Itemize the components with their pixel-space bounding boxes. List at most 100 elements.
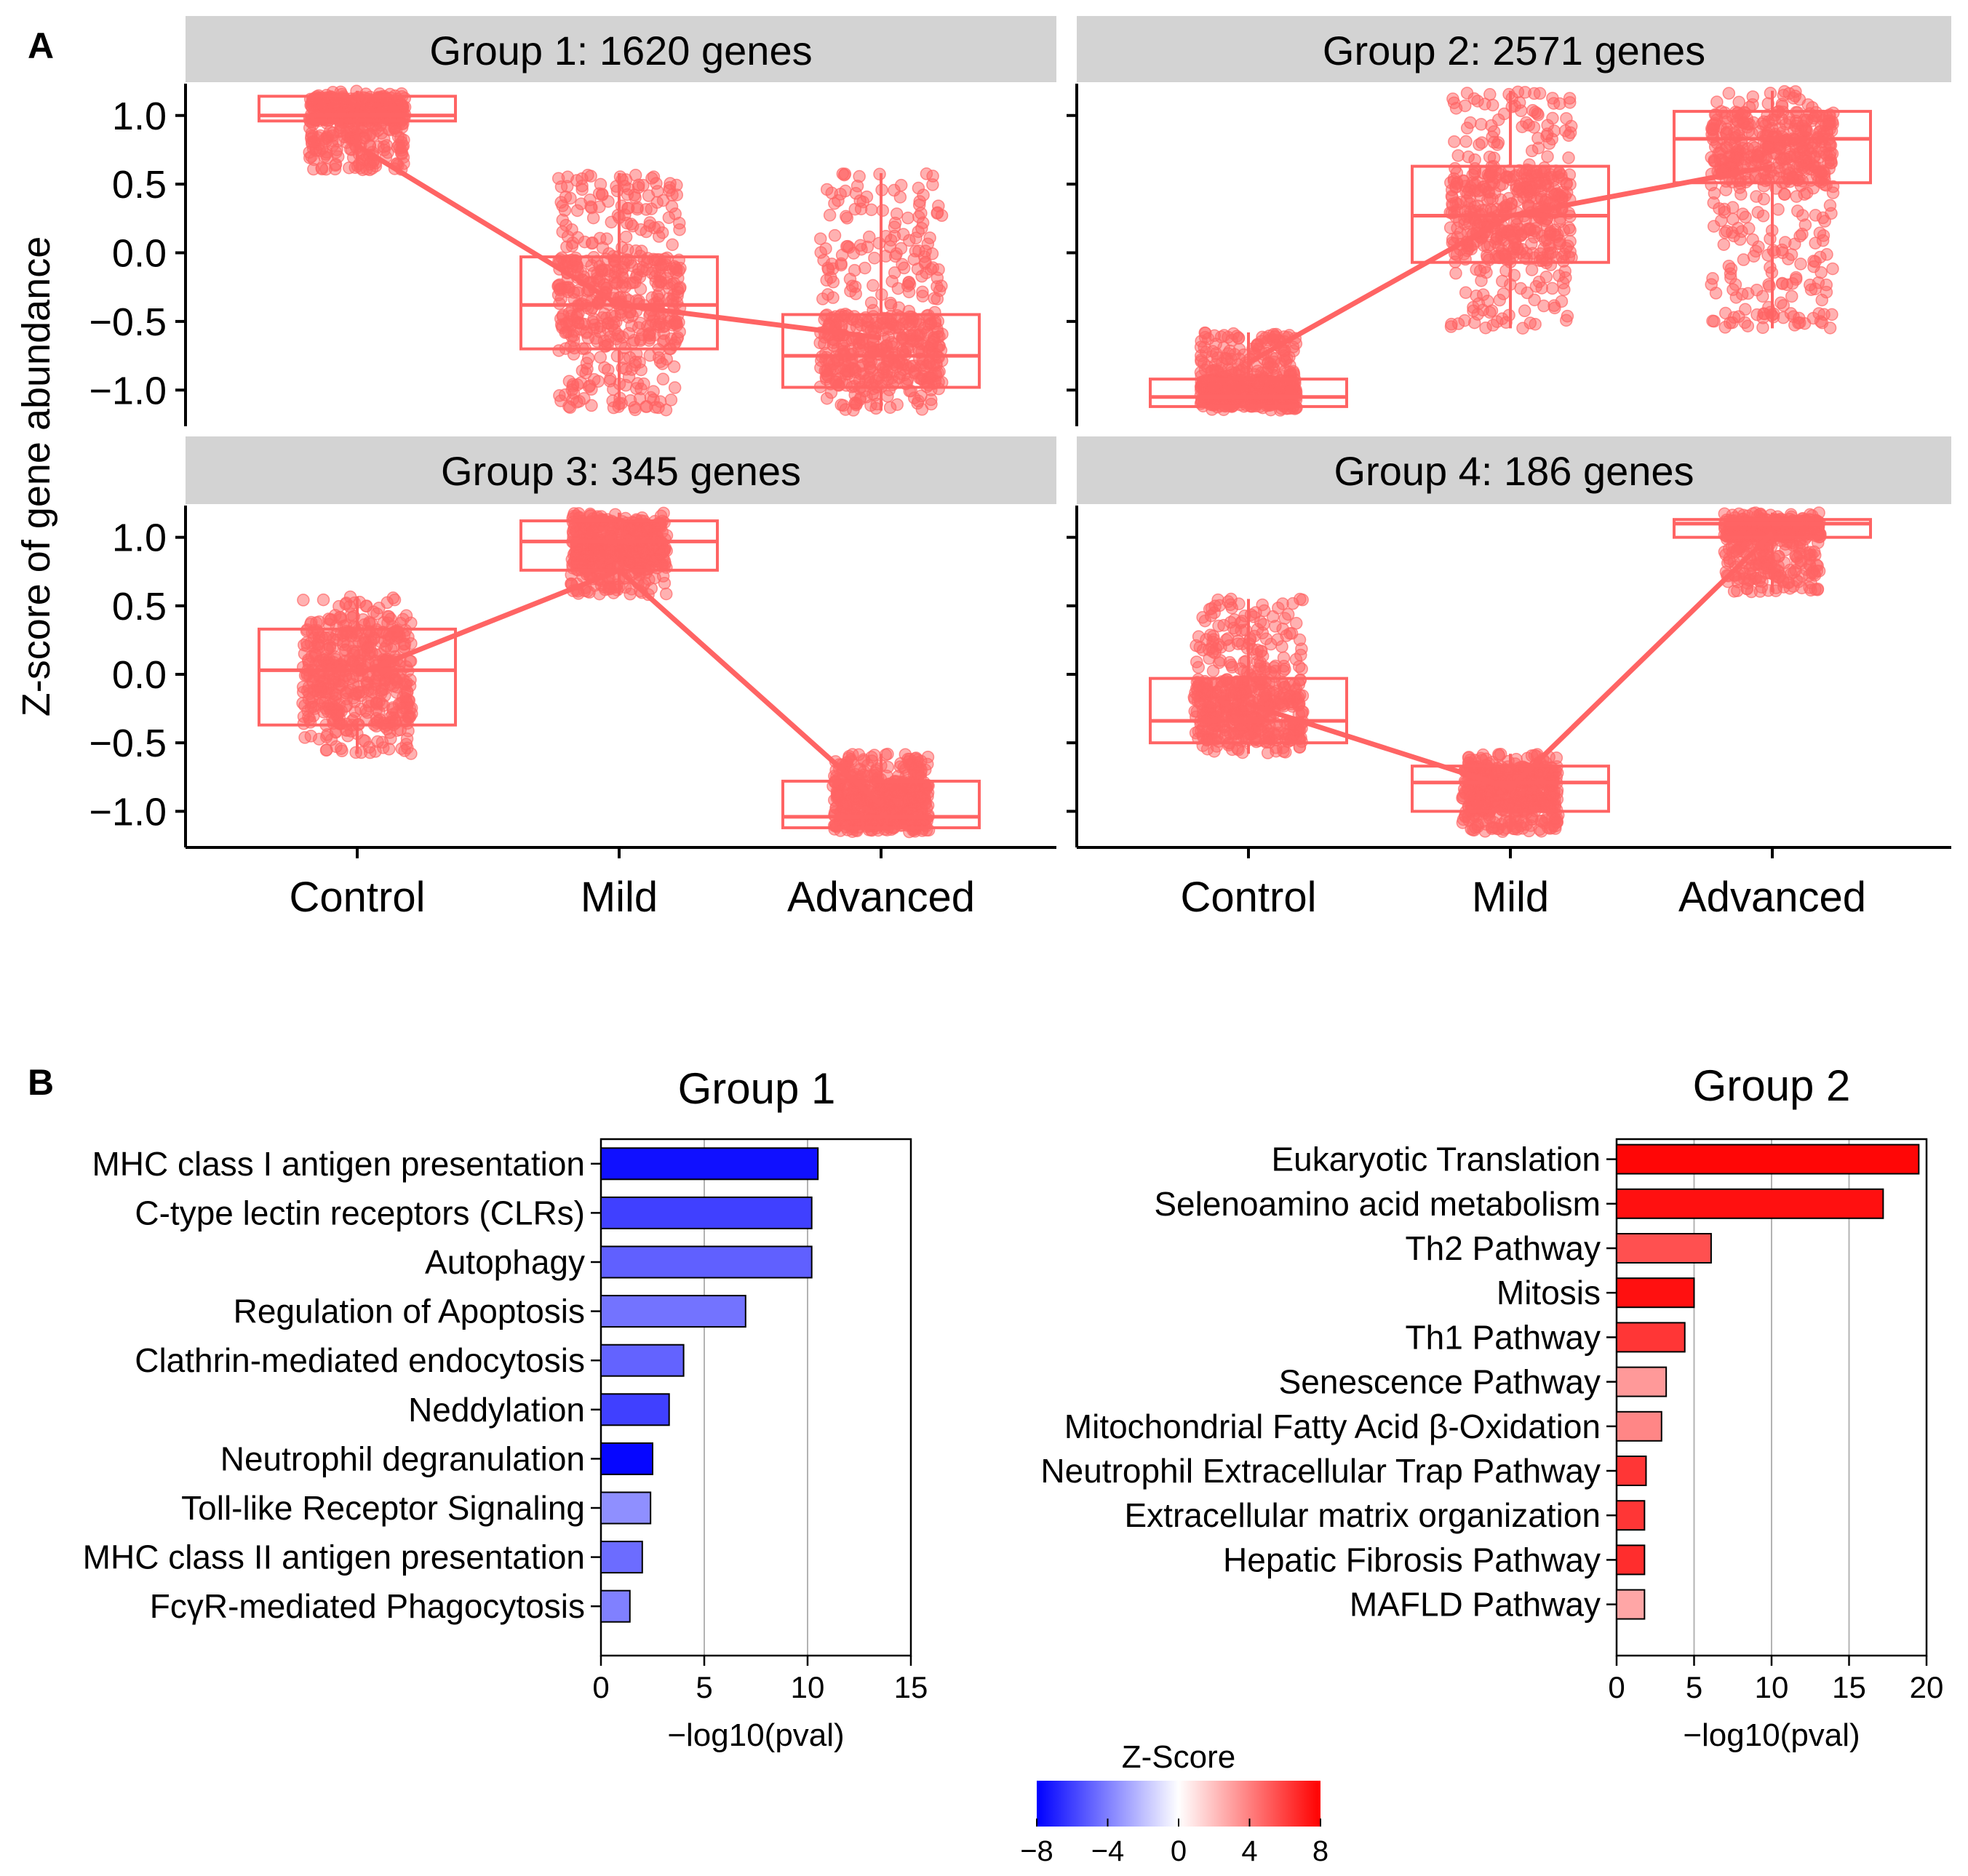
gene-point [875, 780, 888, 794]
gene-point [1823, 199, 1837, 212]
gene-point [607, 383, 620, 396]
gene-point [363, 641, 377, 654]
gene-point [361, 678, 374, 691]
gene-point [305, 696, 318, 709]
gene-point [334, 742, 348, 755]
gene-point [359, 735, 372, 748]
gene-point [401, 717, 414, 730]
gene-point [656, 258, 669, 271]
gene-point [1529, 279, 1543, 293]
gene-point [389, 625, 402, 638]
gene-point [913, 195, 926, 208]
gene-point [891, 398, 904, 411]
gene-point [332, 698, 346, 711]
gene-point [615, 396, 628, 410]
gene-point [315, 162, 329, 176]
gene-point [1726, 212, 1740, 226]
gene-point [1722, 87, 1736, 100]
gene-point [1708, 314, 1721, 328]
gene-point [595, 188, 609, 201]
gene-point [912, 394, 925, 407]
gene-point [1541, 150, 1554, 164]
gene-point [1539, 179, 1553, 192]
gene-point [1809, 209, 1822, 222]
gene-point [1741, 319, 1755, 332]
y-tick-label: −0.5 [89, 722, 167, 765]
gene-point [839, 209, 853, 223]
gene-point [1764, 232, 1777, 246]
gene-point [1707, 220, 1721, 233]
gene-point [586, 211, 600, 225]
gene-point [320, 743, 333, 757]
gene-point [629, 524, 642, 538]
gene-point [834, 188, 847, 201]
gene-point [598, 263, 612, 276]
gene-point [672, 217, 686, 230]
gene-point [1553, 97, 1566, 111]
gene-point [1817, 308, 1830, 322]
gene-point [1510, 218, 1523, 231]
panel-label-b: B [28, 1062, 54, 1103]
gene-point [1244, 608, 1258, 621]
gene-point [1799, 115, 1813, 128]
gene-point [1471, 95, 1484, 108]
gene-point [338, 130, 351, 144]
gene-point [657, 544, 671, 558]
gene-point [1525, 237, 1538, 250]
gene-point [1222, 363, 1235, 376]
gene-point [665, 200, 679, 213]
gene-point [813, 232, 827, 245]
gene-point [1255, 366, 1268, 380]
gene-point [656, 372, 670, 386]
gene-point [1483, 88, 1497, 101]
y-tick-label: 1.0 [112, 95, 167, 138]
gene-point [920, 782, 933, 796]
gene-point [404, 673, 417, 687]
gene-point [300, 624, 314, 638]
faceted-box-plots: Group 1: 1620 genes1.00.50.0−0.5−1.0Grou… [89, 16, 1951, 847]
gene-point [1732, 310, 1745, 323]
gene-point [382, 610, 396, 623]
gene-point [858, 261, 872, 275]
gene-point [1735, 287, 1749, 301]
gene-point [399, 609, 413, 623]
gene-point [607, 316, 621, 330]
y-tick-label: 1.0 [112, 516, 167, 560]
gene-point [627, 550, 641, 564]
gene-point [1751, 206, 1765, 219]
facet-title-4: Group 4: 186 genes [1334, 448, 1694, 494]
gene-point [1531, 107, 1544, 120]
gene-point [668, 381, 682, 394]
gene-point [619, 230, 633, 244]
gene-point [1774, 140, 1788, 153]
gene-point [1710, 95, 1724, 108]
gene-point [1491, 138, 1504, 151]
gene-point [864, 203, 878, 217]
gene-point [562, 306, 576, 320]
gene-point [373, 602, 386, 615]
gene-point [902, 781, 915, 794]
gene-point [1518, 86, 1531, 99]
gene-point [608, 266, 622, 279]
gene-point [667, 360, 681, 373]
gene-point [1537, 161, 1551, 175]
gene-point [1562, 129, 1575, 142]
gene-point [1198, 363, 1212, 377]
gene-point [915, 270, 928, 283]
facet-points-3 [296, 506, 936, 839]
gene-point [1259, 331, 1272, 345]
gene-point [911, 753, 924, 767]
gene-point [881, 373, 894, 386]
gene-point [1820, 248, 1833, 261]
gene-point [398, 744, 411, 757]
gene-point [885, 274, 899, 288]
gene-point [1731, 151, 1744, 164]
gene-point [1817, 229, 1830, 242]
gene-point [575, 553, 589, 566]
gene-point [1730, 113, 1744, 127]
gene-point [326, 139, 340, 152]
gene-point [890, 803, 903, 817]
gene-point [556, 225, 570, 239]
gene-point [1757, 115, 1771, 129]
gene-point [916, 285, 929, 299]
